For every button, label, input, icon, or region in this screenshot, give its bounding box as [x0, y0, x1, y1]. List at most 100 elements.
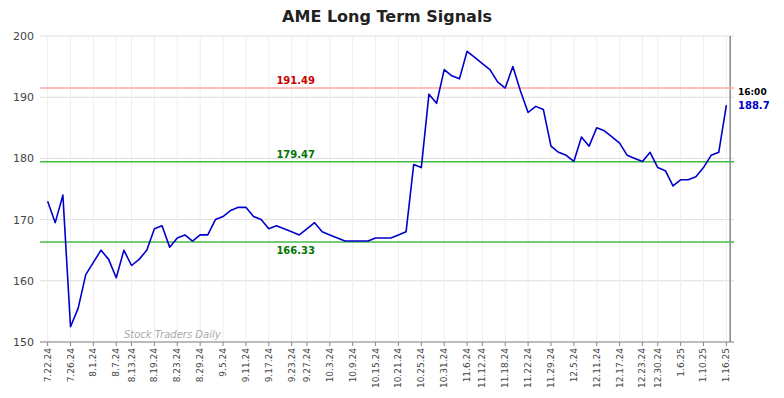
- x-tick: [93, 342, 94, 346]
- x-tick: [70, 342, 71, 346]
- x-tick-label: 8.29.24: [195, 348, 205, 383]
- end-marker-line: [729, 36, 731, 342]
- x-tick-label: 11.29.24: [546, 348, 556, 388]
- watermark: Stock Traders Daily: [124, 329, 222, 340]
- x-tick-label: 11.22.24: [523, 348, 533, 388]
- x-grid-line: [154, 36, 155, 342]
- x-tick-label: 11.18.24: [500, 348, 510, 388]
- x-grid-line: [703, 36, 704, 342]
- price-line: [48, 51, 727, 326]
- x-tick-label: 1.6.25: [676, 348, 686, 377]
- x-tick: [680, 342, 681, 346]
- x-grid-line: [70, 36, 71, 342]
- reference-line: [40, 241, 734, 243]
- x-tick: [329, 342, 330, 346]
- reference-line: [40, 161, 734, 163]
- reference-label: 166.33: [276, 245, 315, 256]
- x-grid-line: [131, 36, 132, 342]
- x-tick-label: 12.17.24: [615, 348, 625, 388]
- title: AME Long Term Signals: [282, 7, 492, 26]
- x-tick-label: 11.6.24: [462, 348, 472, 383]
- x-tick: [505, 342, 506, 346]
- x-grid-line: [421, 36, 422, 342]
- x-tick: [306, 342, 307, 346]
- x-grid-line: [619, 36, 620, 342]
- x-grid-line: [680, 36, 681, 342]
- x-tick-label: 9.23.24: [287, 348, 297, 383]
- x-grid-line: [47, 36, 48, 342]
- x-tick: [177, 342, 178, 346]
- time-label: 16:00: [738, 87, 767, 97]
- x-tick: [528, 342, 529, 346]
- x-tick: [131, 342, 132, 346]
- x-tick: [398, 342, 399, 346]
- y-tick-label: 200: [13, 30, 34, 43]
- x-grid-line: [528, 36, 529, 342]
- x-grid-line: [505, 36, 506, 342]
- x-tick: [482, 342, 483, 346]
- x-grid-line: [93, 36, 94, 342]
- x-tick-label: 10.25.24: [416, 348, 426, 388]
- x-tick: [467, 342, 468, 346]
- x-tick: [444, 342, 445, 346]
- x-tick-label: 8.1.24: [88, 348, 98, 377]
- x-tick: [154, 342, 155, 346]
- x-grid-line: [398, 36, 399, 342]
- x-tick: [291, 342, 292, 346]
- x-grid-line: [200, 36, 201, 342]
- x-tick-label: 10.31.24: [439, 348, 449, 388]
- y-tick-label: 150: [13, 336, 34, 349]
- x-tick: [116, 342, 117, 346]
- x-tick: [596, 342, 597, 346]
- x-tick: [375, 342, 376, 346]
- reference-label: 191.49: [276, 75, 315, 86]
- x-tick: [245, 342, 246, 346]
- x-tick: [726, 342, 727, 346]
- x-tick-label: 10.9.24: [348, 348, 358, 383]
- y-grid-line: [40, 158, 734, 159]
- x-grid-line: [550, 36, 551, 342]
- x-tick: [619, 342, 620, 346]
- x-tick: [200, 342, 201, 346]
- y-grid-line: [40, 342, 734, 343]
- x-grid-line: [444, 36, 445, 342]
- plot-area: [40, 51, 734, 326]
- x-grid-line: [482, 36, 483, 342]
- x-tick-label: 9.11.24: [241, 348, 251, 383]
- x-grid-line: [467, 36, 468, 342]
- x-tick-label: 12.5.24: [569, 348, 579, 383]
- x-tick: [47, 342, 48, 346]
- y-grid-line: [40, 280, 734, 281]
- x-tick-label: 8.7.24: [111, 348, 121, 377]
- x-axis-line: [40, 342, 734, 343]
- x-grid-line: [375, 36, 376, 342]
- x-tick: [642, 342, 643, 346]
- x-grid-line: [268, 36, 269, 342]
- x-tick-label: 12.11.24: [592, 348, 602, 388]
- x-tick-label: 9.27.24: [302, 348, 312, 383]
- price-label: 188.7: [738, 100, 770, 111]
- x-grid-line: [177, 36, 178, 342]
- x-tick-label: 1.10.25: [698, 348, 708, 382]
- x-grid-line: [726, 36, 727, 342]
- x-tick: [573, 342, 574, 346]
- x-tick-label: 7.26.24: [66, 348, 76, 383]
- x-grid-line: [329, 36, 330, 342]
- x-tick: [550, 342, 551, 346]
- y-tick-label: 170: [13, 214, 34, 227]
- y-grid-line: [40, 219, 734, 220]
- x-tick-label: 7.22.24: [43, 348, 53, 383]
- x-tick-label: 11.12.24: [477, 348, 487, 388]
- x-tick-label: 9.17.24: [264, 348, 274, 383]
- x-grid-line: [573, 36, 574, 342]
- x-tick: [657, 342, 658, 346]
- chart: AME Long Term Signals1501601701801902007…: [0, 0, 784, 398]
- y-grid-line: [40, 36, 734, 37]
- x-tick-label: 10.15.24: [371, 348, 381, 388]
- y-tick-label: 180: [13, 152, 34, 165]
- x-tick-label: 12.30.24: [653, 348, 663, 388]
- y-tick-label: 190: [13, 91, 34, 104]
- x-tick-label: 10.3.24: [325, 348, 335, 383]
- x-tick-label: 8.23.24: [172, 348, 182, 383]
- x-grid-line: [116, 36, 117, 342]
